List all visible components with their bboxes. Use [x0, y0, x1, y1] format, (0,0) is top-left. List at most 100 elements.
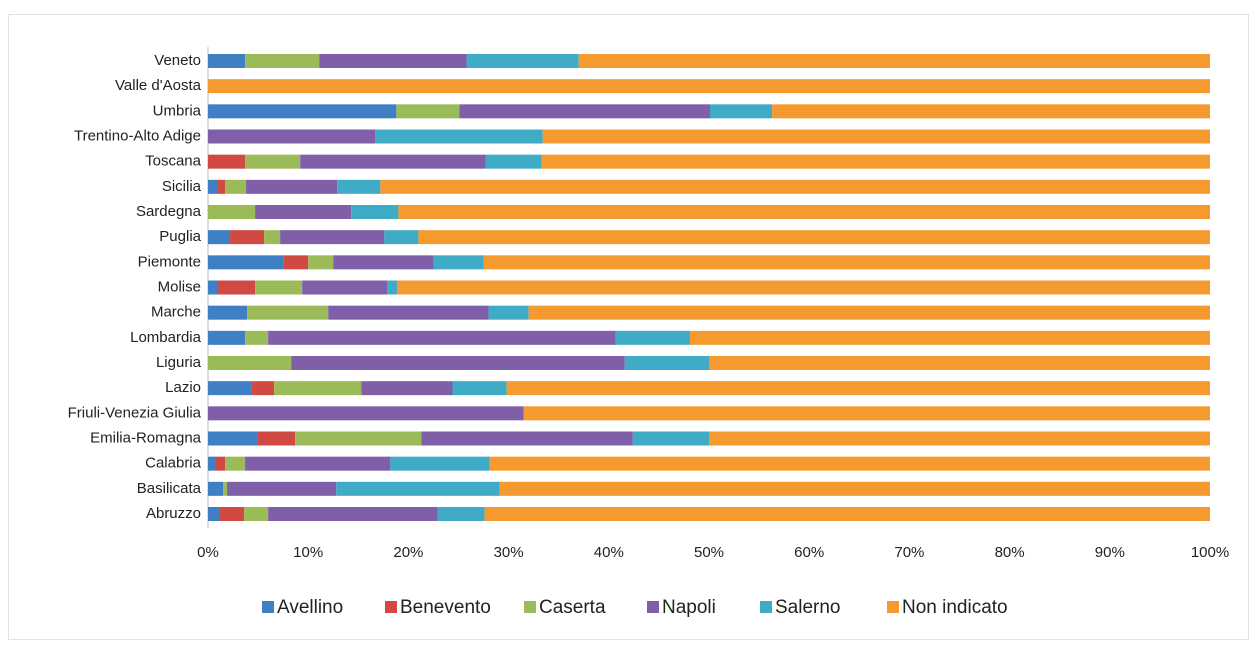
- bar-segment: [245, 456, 391, 471]
- bar-segment: [274, 381, 362, 396]
- bar-segment: [230, 230, 265, 245]
- bar-segment: [387, 280, 398, 295]
- bar-segment: [295, 431, 422, 446]
- bar-segment: [421, 431, 633, 446]
- bar-segment: [208, 356, 292, 370]
- bar-segment: [541, 154, 1210, 169]
- bar-segment: [215, 456, 226, 471]
- x-tick-label: 100%: [1191, 544, 1229, 561]
- bar-segment: [710, 104, 773, 119]
- bar-segment: [208, 456, 216, 471]
- bar-segment: [466, 54, 579, 68]
- bar-segment: [257, 431, 296, 446]
- bar-segment: [361, 381, 453, 396]
- bar-segment: [624, 356, 709, 370]
- bar-segment: [397, 280, 1210, 295]
- y-tick-label: Calabria: [145, 455, 202, 472]
- bar-segment: [709, 431, 1210, 446]
- bar-segment: [264, 230, 281, 245]
- bar-segment: [283, 255, 309, 270]
- bar-segment: [255, 205, 352, 219]
- y-tick-label: Puglia: [159, 228, 201, 245]
- x-tick-label: 90%: [1095, 544, 1125, 561]
- bar-segment: [251, 381, 275, 396]
- bar-segment: [336, 481, 500, 496]
- y-tick-label: Abruzzo: [146, 505, 201, 522]
- legend-swatch: [647, 601, 659, 613]
- bar-segment: [208, 431, 258, 446]
- legend-swatch: [262, 601, 274, 613]
- bar-segment: [208, 179, 219, 194]
- bar-segment: [300, 154, 486, 169]
- bar-segment: [308, 255, 334, 270]
- legend-label: Napoli: [662, 597, 716, 618]
- bar-segment: [506, 381, 1210, 396]
- bar-segment: [255, 280, 303, 295]
- bar-segment: [247, 305, 329, 320]
- y-tick-label: Lazio: [165, 379, 201, 396]
- x-tick-label: 20%: [393, 544, 423, 561]
- bar-segment: [208, 280, 218, 295]
- y-tick-label: Valle d'Aosta: [115, 77, 202, 94]
- bar-segment: [523, 406, 1210, 421]
- bar-segment: [772, 104, 1210, 119]
- bar-segment: [208, 381, 252, 396]
- legend-label: Avellino: [277, 597, 343, 618]
- bar-segment: [245, 54, 320, 68]
- legend-label: Non indicato: [902, 597, 1008, 618]
- bar-segment: [333, 255, 434, 270]
- x-tick-label: 0%: [197, 544, 219, 561]
- bar-segment: [337, 179, 381, 194]
- legend-swatch: [760, 601, 772, 613]
- legend-label: Benevento: [400, 597, 491, 618]
- bar-segment: [208, 205, 256, 219]
- bar-segment: [219, 507, 245, 521]
- chart-border: [8, 14, 1249, 640]
- bar-segment: [485, 154, 542, 169]
- y-tick-label: Sicilia: [162, 178, 202, 195]
- bar-segment: [208, 406, 524, 421]
- x-tick-label: 40%: [594, 544, 624, 561]
- y-tick-label: Basilicata: [137, 480, 202, 497]
- bar-segment: [225, 456, 246, 471]
- y-tick-label: Toscana: [145, 153, 202, 170]
- bar-segment: [208, 481, 224, 496]
- bar-segment: [268, 507, 438, 521]
- legend-label: Caserta: [539, 597, 606, 618]
- y-tick-label: Lombardia: [130, 329, 202, 346]
- bar-segment: [227, 481, 337, 496]
- bar-segment: [380, 179, 1210, 194]
- bar-segment: [384, 230, 419, 245]
- bar-segment: [217, 280, 256, 295]
- bar-segment: [375, 129, 543, 144]
- bar-segment: [268, 330, 616, 345]
- bar-segment: [280, 230, 385, 245]
- bar-segment: [218, 179, 226, 194]
- x-tick-label: 80%: [995, 544, 1025, 561]
- bar-segment: [223, 481, 228, 496]
- x-tick-label: 30%: [494, 544, 524, 561]
- bar-segment: [246, 179, 338, 194]
- y-tick-label: Veneto: [154, 52, 201, 69]
- legend-label: Salerno: [775, 597, 841, 618]
- y-tick-label: Friuli-Venezia Giulia: [68, 404, 202, 421]
- bar-segment: [484, 507, 1210, 521]
- x-tick-label: 10%: [293, 544, 323, 561]
- bar-segment: [208, 79, 1210, 94]
- bar-segment: [208, 104, 397, 119]
- bar-segment: [208, 305, 248, 320]
- bar-segment: [499, 481, 1210, 496]
- legend-swatch: [887, 601, 899, 613]
- bar-segment: [208, 255, 284, 270]
- bar-segment: [528, 305, 1210, 320]
- y-tick-label: Sardegna: [136, 203, 202, 220]
- legend-swatch: [524, 601, 536, 613]
- bar-segment: [542, 129, 1210, 144]
- y-tick-label: Piemonte: [138, 253, 201, 270]
- bar-segment: [483, 255, 1210, 270]
- bar-segment: [208, 507, 220, 521]
- y-tick-label: Molise: [158, 278, 201, 295]
- x-tick-label: 70%: [894, 544, 924, 561]
- bar-segment: [398, 205, 1210, 219]
